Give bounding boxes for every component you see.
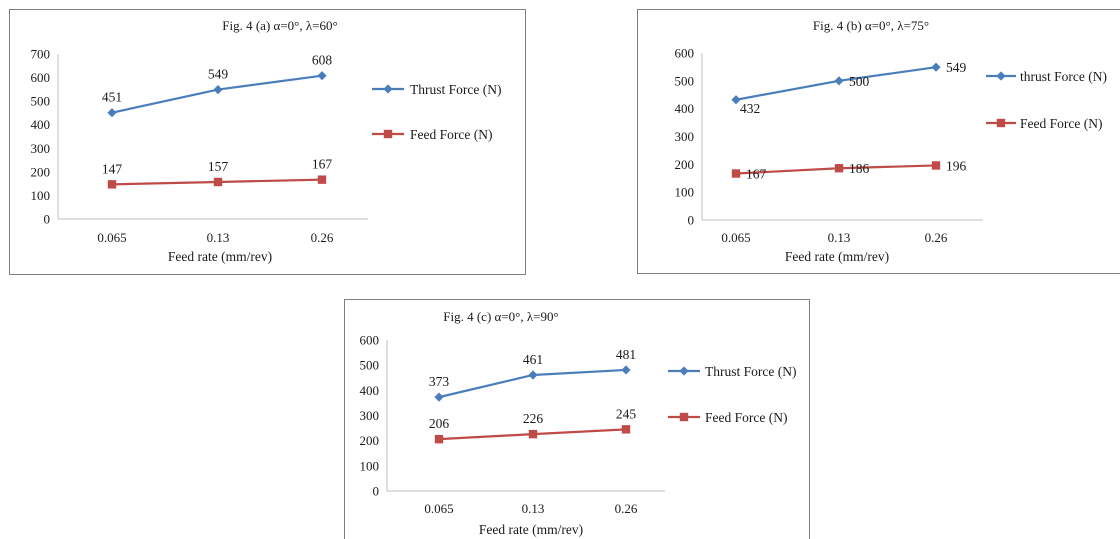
data-point (731, 169, 741, 178)
x-axis-title: Feed rate (mm/rev) (479, 522, 583, 537)
data-point (834, 76, 844, 86)
y-tick-label: 200 (360, 433, 380, 448)
data-label: 373 (429, 374, 450, 389)
x-tick-label: 0.26 (311, 230, 334, 245)
data-point (621, 365, 631, 375)
y-tick-label: 0 (688, 213, 695, 228)
legend-marker (383, 129, 393, 139)
data-point (213, 84, 223, 95)
legend-label: Thrust Force (N) (410, 82, 501, 97)
data-point (731, 95, 741, 105)
x-tick-label: 0.13 (828, 230, 851, 245)
y-tick-label: 600 (675, 46, 695, 61)
y-tick-label: 300 (31, 141, 51, 156)
x-axis-title: Feed rate (mm/rev) (785, 249, 889, 264)
data-label: 167 (312, 157, 333, 172)
data-label: 481 (616, 347, 636, 362)
data-point (434, 434, 444, 444)
data-label: 549 (208, 67, 229, 82)
y-tick-label: 600 (360, 333, 380, 348)
y-tick-label: 400 (360, 383, 380, 398)
x-tick-label: 0.13 (207, 230, 230, 245)
chart-c-svg: Fig. 4 (c) α=0°, λ=90° 0 100 200 300 400 500 60… (360, 309, 797, 537)
x-tick-label: 0.065 (424, 501, 453, 516)
data-label: 245 (616, 406, 637, 421)
y-tick-label: 500 (675, 73, 695, 88)
y-tick-label: 0 (373, 484, 380, 499)
x-tick-label: 0.065 (97, 230, 126, 245)
x-tick-label: 0.26 (615, 501, 638, 516)
y-tick-label: 300 (360, 408, 380, 423)
data-label: 549 (946, 60, 967, 75)
data-point (621, 425, 631, 434)
y-tick-label: 100 (675, 185, 695, 200)
legend-marker (996, 71, 1006, 81)
data-label: 461 (523, 352, 543, 367)
data-label: 157 (208, 159, 229, 174)
y-tick-label: 500 (360, 358, 380, 373)
x-tick-label: 0.26 (925, 230, 948, 245)
chart-b-svg: Fig. 4 (b) α=0°, λ=75° 0 100 200 300 400 500 60… (675, 18, 1107, 264)
y-tick-label: 0 (44, 212, 51, 227)
data-point (107, 180, 117, 189)
y-tick-label: 400 (675, 101, 695, 116)
data-label: 147 (102, 161, 123, 176)
y-tick-label: 200 (675, 157, 695, 172)
y-tick-label: 300 (675, 129, 695, 144)
data-point (434, 392, 444, 402)
data-point (931, 62, 941, 72)
data-label: 226 (523, 411, 544, 426)
data-label: 451 (102, 90, 122, 105)
data-point (528, 370, 538, 380)
data-point (528, 429, 538, 439)
data-label: 608 (312, 53, 333, 68)
data-label: 206 (429, 416, 450, 431)
legend-label: Feed Force (N) (1020, 116, 1102, 131)
y-tick-label: 100 (360, 458, 380, 473)
data-label: 186 (849, 161, 870, 176)
data-point (317, 175, 327, 184)
legend-marker (383, 84, 393, 94)
chart-panel-b: Fig. 4 (b) α=0°, λ=75° 0 100 200 300 400 500 60… (637, 9, 1120, 274)
data-point (317, 71, 327, 81)
data-point (931, 161, 941, 170)
y-tick-label: 600 (31, 70, 51, 85)
chart-a-svg: Fig. 4 (a) α=0°, λ=60° 0 100 200 300 400 500 60… (31, 18, 502, 264)
chart-title: Fig. 4 (a) α=0°, λ=60° (222, 18, 337, 33)
x-tick-label: 0.065 (721, 230, 750, 245)
chart-title: Fig. 4 (c) α=0°, λ=90° (443, 309, 558, 324)
legend-label: Thrust Force (N) (705, 364, 796, 379)
data-label: 432 (740, 101, 760, 116)
series-line (735, 66, 937, 101)
chart-title: Fig. 4 (b) α=0°, λ=75° (813, 18, 929, 33)
legend-label: Feed Force (N) (410, 127, 492, 142)
legend-marker (679, 412, 689, 422)
legend-label: thrust Force (N) (1020, 69, 1107, 84)
data-point (107, 108, 117, 118)
data-label: 196 (946, 158, 967, 173)
legend-label: Feed Force (N) (705, 410, 787, 425)
data-label: 500 (849, 74, 870, 89)
y-tick-label: 500 (31, 94, 51, 109)
x-axis-title: Feed rate (mm/rev) (168, 249, 272, 264)
y-tick-label: 200 (31, 164, 51, 179)
data-point (213, 177, 223, 187)
y-tick-label: 400 (31, 117, 51, 132)
chart-panel-a: Fig. 4 (a) α=0°, λ=60° 0 100 200 300 400 500 60… (9, 9, 526, 275)
data-label: 167 (746, 167, 767, 182)
legend-marker (996, 118, 1006, 128)
legend-marker (679, 366, 689, 376)
y-tick-label: 700 (31, 47, 51, 62)
x-tick-label: 0.13 (522, 501, 545, 516)
chart-panel-c: Fig. 4 (c) α=0°, λ=90° 0 100 200 300 400 500 60… (344, 299, 810, 539)
y-tick-label: 100 (31, 188, 51, 203)
data-point (834, 164, 844, 173)
